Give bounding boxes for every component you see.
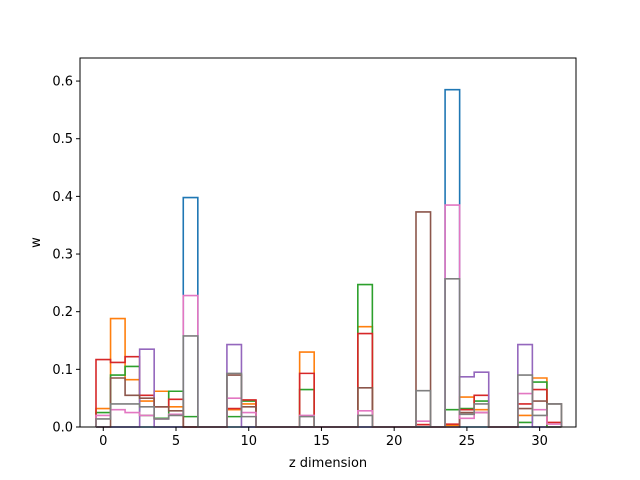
x-axis-ticks: 0 5 10 15 20 25 30 [99,427,548,449]
y-tick-label: 0.3 [52,248,73,263]
x-tick-label: 15 [313,434,330,449]
y-tick-label: 0.6 [52,75,73,90]
y-axis-label: w [29,237,44,248]
y-axis-ticks: 0.0 0.1 0.2 0.3 0.4 0.5 0.6 [52,75,80,436]
y-tick-label: 0.1 [52,363,73,378]
x-tick-label: 25 [459,434,476,449]
x-tick-label: 10 [240,434,257,449]
x-tick-label: 20 [386,434,403,449]
axes-frame [79,57,577,428]
y-tick-label: 0.4 [52,190,73,205]
y-tick-label: 0.0 [52,421,73,436]
x-axis-label: z dimension [289,456,367,471]
y-tick-label: 0.2 [52,305,73,320]
x-tick-label: 5 [172,434,180,449]
y-tick-label: 0.5 [52,132,73,147]
x-tick-label: 30 [531,434,548,449]
x-tick-label: 0 [99,434,107,449]
